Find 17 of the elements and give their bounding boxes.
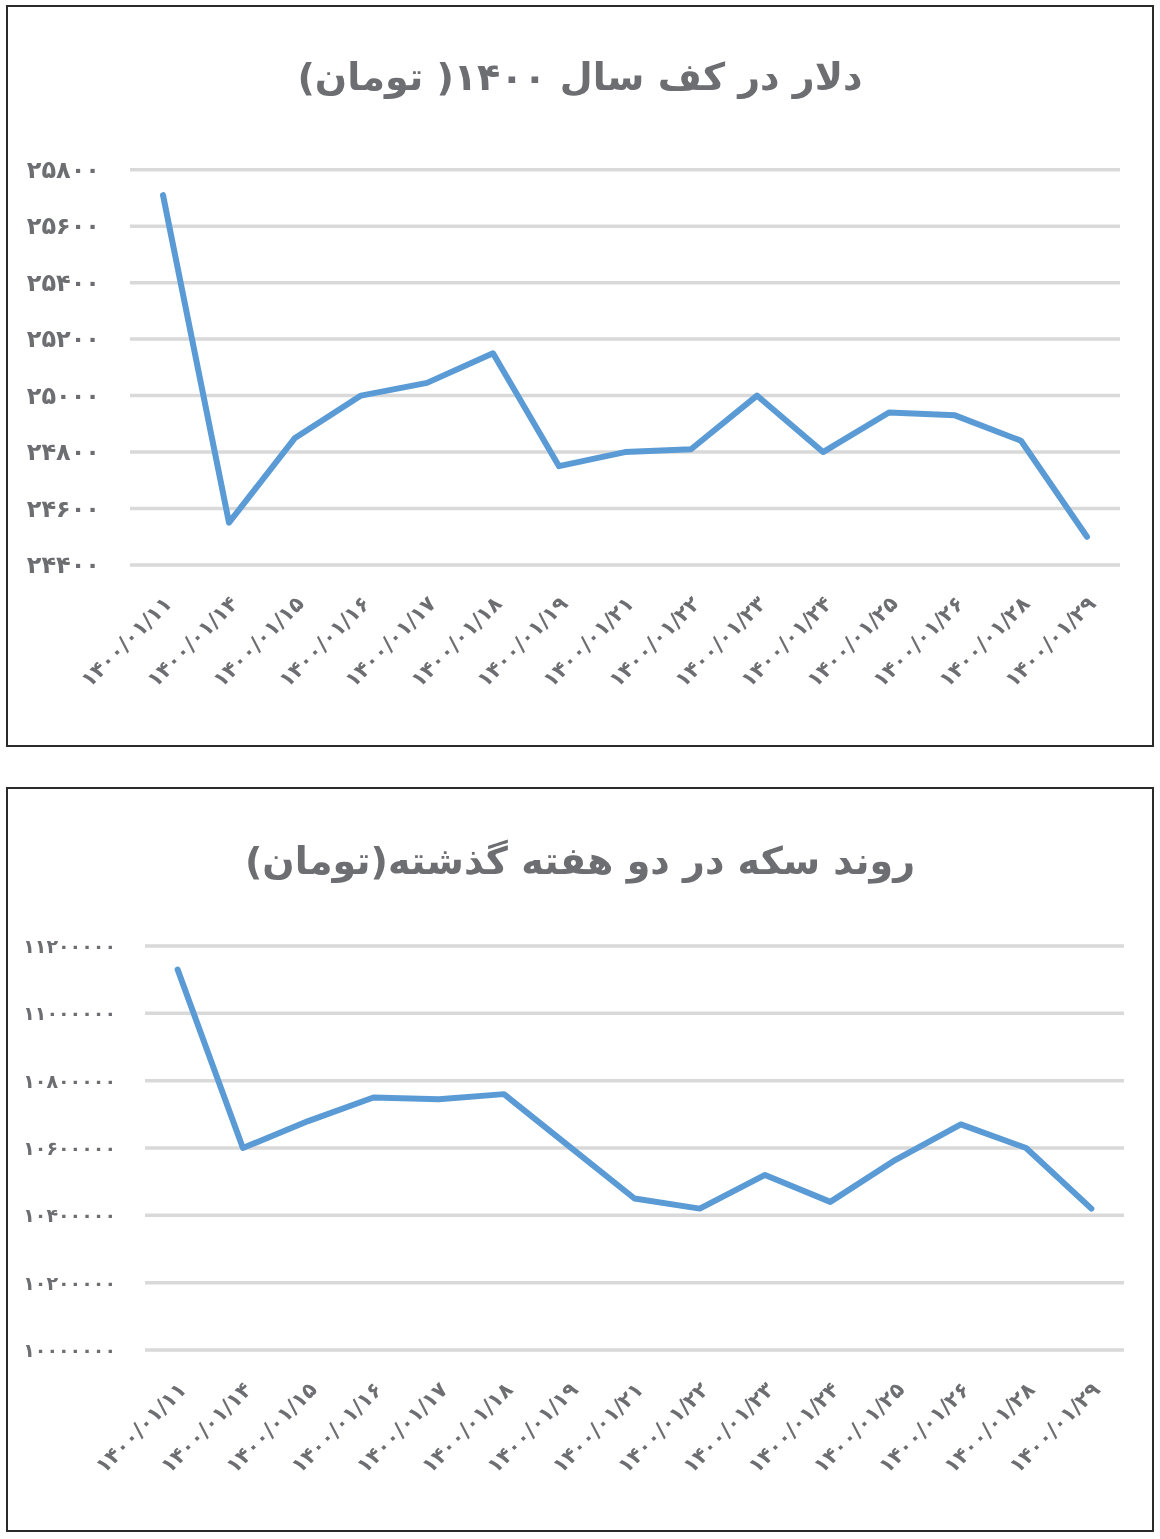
y-tick-label: ۲۴۸۰۰ [26, 438, 100, 467]
y-tick-label: ۱۰۴۰۰۰۰۰ [23, 1204, 116, 1227]
y-tick-label: ۱۰۶۰۰۰۰۰ [23, 1137, 116, 1159]
y-tick-label: ۱۰۲۰۰۰۰۰ [23, 1271, 116, 1294]
chart-title: دلار در کف سال ۱۴۰۰( تومان) [296, 54, 864, 101]
y-tick-label: ۲۵۰۰۰ [26, 381, 100, 410]
y-tick-label: ۱۱۲۰۰۰۰۰ [23, 935, 116, 957]
y-tick-label: ۱۰۸۰۰۰۰۰ [23, 1069, 116, 1092]
chart-title: روند سکه در دو هفته گذشته(تومان) [243, 838, 917, 886]
y-tick-label: ۲۵۶۰۰ [26, 212, 100, 241]
y-tick-label: ۲۵۴۰۰ [26, 268, 100, 297]
y-tick-label: ۲۵۲۰۰ [26, 325, 100, 354]
y-tick-label: ۲۴۶۰۰ [26, 494, 100, 523]
y-tick-label: ۲۵۸۰۰ [26, 155, 100, 184]
y-tick-label: ۱۰۰۰۰۰۰۰ [23, 1339, 116, 1361]
y-tick-label: ۱۱۰۰۰۰۰۰ [23, 1002, 116, 1025]
y-tick-label: ۲۴۴۰۰ [26, 551, 100, 579]
